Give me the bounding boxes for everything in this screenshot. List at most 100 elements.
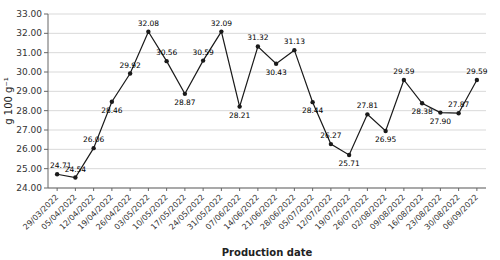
x-tick-label: 06/09/2022 xyxy=(441,193,480,232)
x-axis-title: Production date xyxy=(222,247,313,258)
y-tick xyxy=(44,168,48,169)
y-tick-label: 27.00 xyxy=(16,125,42,135)
marker xyxy=(219,29,223,33)
y-tick xyxy=(44,149,48,150)
data-label: 28.21 xyxy=(229,111,251,120)
x-tick xyxy=(294,188,295,191)
x-tick xyxy=(276,188,277,191)
data-label: 28.87 xyxy=(174,98,196,107)
data-label: 24.54 xyxy=(65,165,87,174)
data-label: 29.92 xyxy=(119,61,141,70)
x-tick xyxy=(75,188,76,191)
y-tick-label: 25.00 xyxy=(16,164,42,174)
x-tick xyxy=(257,188,258,191)
marker xyxy=(347,153,351,157)
marker xyxy=(110,100,114,104)
x-tick xyxy=(422,188,423,191)
y-tick-label: 26.00 xyxy=(16,144,42,154)
data-label: 28.46 xyxy=(101,106,123,115)
data-label: 28.38 xyxy=(411,107,433,116)
y-tick xyxy=(44,91,48,92)
marker xyxy=(274,61,278,65)
x-tick xyxy=(148,188,149,191)
y-tick-label: 31.00 xyxy=(16,48,42,58)
marker xyxy=(365,112,369,116)
y-tick-label: 30.00 xyxy=(16,67,42,77)
x-tick xyxy=(403,188,404,191)
data-label: 32.08 xyxy=(138,19,160,28)
x-tick xyxy=(93,188,94,191)
grid-line xyxy=(48,91,486,92)
x-tick xyxy=(476,188,477,191)
y-tick-label: 29.00 xyxy=(16,86,42,96)
marker xyxy=(383,129,387,133)
y-axis-title: g 100 g⁻¹ xyxy=(3,77,14,124)
x-tick xyxy=(111,188,112,191)
marker xyxy=(292,48,296,52)
marker xyxy=(329,142,333,146)
data-label: 25.71 xyxy=(338,159,360,168)
marker xyxy=(475,78,479,82)
marker xyxy=(456,111,460,115)
x-tick xyxy=(239,188,240,191)
data-label: 29.59 xyxy=(393,67,415,76)
grid-line xyxy=(48,168,486,169)
data-label: 31.13 xyxy=(284,37,306,46)
y-tick xyxy=(44,33,48,34)
y-tick xyxy=(44,130,48,131)
y-tick-label: 33.00 xyxy=(16,9,42,19)
y-tick xyxy=(44,72,48,73)
x-tick xyxy=(330,188,331,191)
line xyxy=(57,32,477,178)
x-tick xyxy=(367,188,368,191)
x-tick xyxy=(440,188,441,191)
data-label: 32.09 xyxy=(211,19,233,28)
grid-line xyxy=(48,52,486,53)
data-label: 30.59 xyxy=(192,48,214,57)
x-tick xyxy=(349,188,350,191)
data-label: 26.95 xyxy=(375,135,397,144)
marker xyxy=(237,104,241,108)
marker xyxy=(256,44,260,48)
marker xyxy=(128,71,132,75)
x-tick xyxy=(184,188,185,191)
x-tick xyxy=(130,188,131,191)
y-tick xyxy=(44,52,48,53)
data-label: 31.32 xyxy=(247,33,269,42)
marker xyxy=(146,30,150,34)
data-label: 27.81 xyxy=(357,101,379,110)
marker xyxy=(310,100,314,104)
marker xyxy=(183,92,187,96)
x-tick xyxy=(312,188,313,191)
y-tick-label: 24.00 xyxy=(16,183,42,193)
data-label: 29.59 xyxy=(466,67,488,76)
marker xyxy=(55,172,59,176)
y-tick xyxy=(44,110,48,111)
y-tick xyxy=(44,188,48,189)
y-axis-line xyxy=(48,14,49,188)
x-tick xyxy=(57,188,58,191)
x-tick xyxy=(203,188,204,191)
x-tick xyxy=(221,188,222,191)
data-label: 26.27 xyxy=(320,131,342,140)
data-label: 27.87 xyxy=(448,100,470,109)
x-tick xyxy=(166,188,167,191)
x-tick xyxy=(458,188,459,191)
axes: 24.0025.0026.0027.0028.0029.0030.0031.00… xyxy=(16,9,486,232)
data-label: 27.90 xyxy=(430,117,452,126)
grid-line xyxy=(48,14,486,15)
marker xyxy=(402,78,406,82)
marker xyxy=(201,58,205,62)
data-label: 30.43 xyxy=(265,68,287,77)
marker xyxy=(73,175,77,179)
marker xyxy=(438,110,442,114)
y-tick xyxy=(44,14,48,15)
grid-line xyxy=(48,130,486,131)
grid-line xyxy=(48,188,486,189)
marker xyxy=(420,101,424,105)
data-label: 28.44 xyxy=(302,106,324,115)
chart: 24.0025.0026.0027.0028.0029.0030.0031.00… xyxy=(0,0,500,260)
marker xyxy=(91,146,95,150)
data-labels: 24.7124.5426.0628.4629.9232.0830.5628.87… xyxy=(50,19,488,174)
data-label: 30.56 xyxy=(156,48,178,57)
